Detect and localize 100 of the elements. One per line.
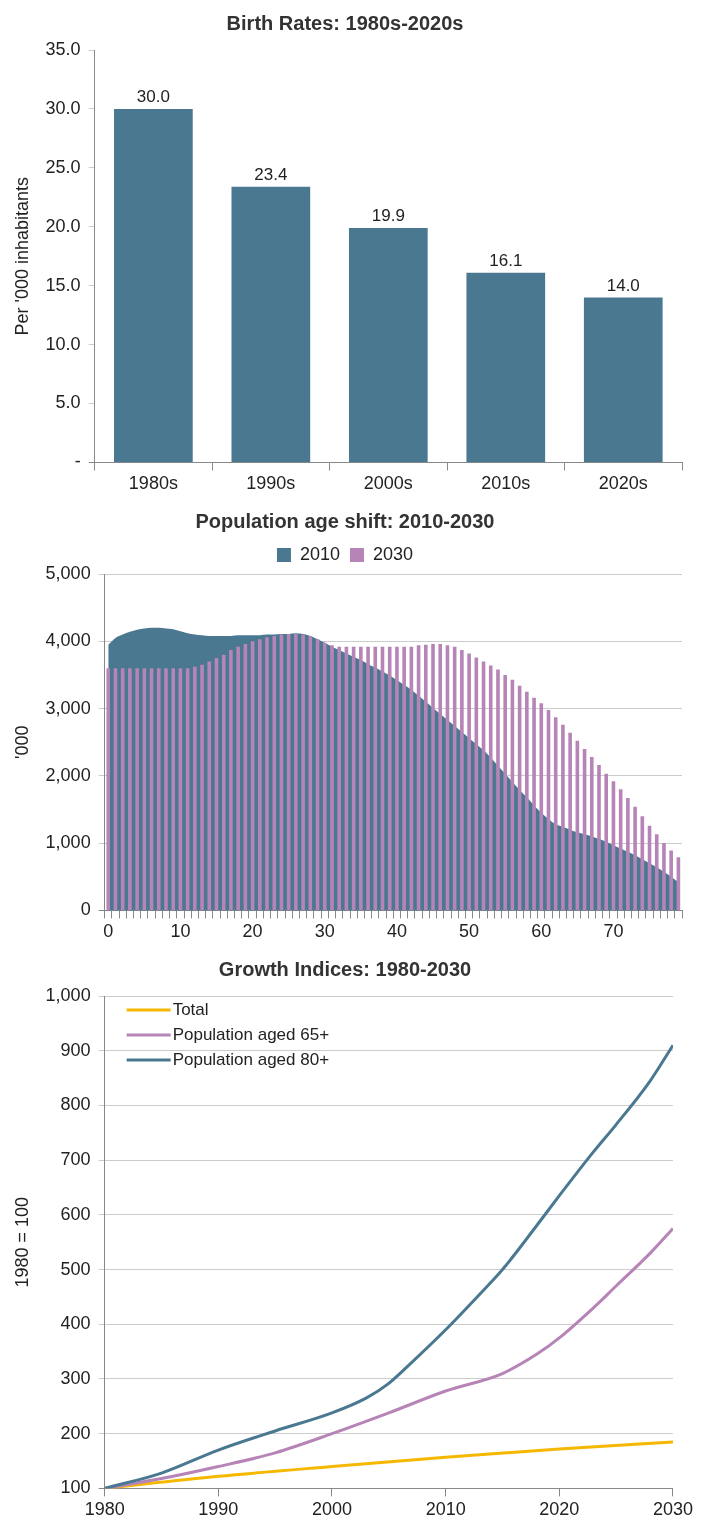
y-tick-label: 500 xyxy=(60,1258,91,1279)
bar xyxy=(171,668,176,910)
bar xyxy=(156,668,161,910)
y-tick-label: 900 xyxy=(60,1039,91,1060)
bar xyxy=(265,637,269,910)
y-tick-label: 0 xyxy=(80,899,91,920)
bar xyxy=(553,717,558,910)
y-tick-label: 200 xyxy=(60,1422,91,1443)
x-tick-label: 40 xyxy=(386,921,407,942)
bar xyxy=(359,646,363,910)
bar xyxy=(466,272,546,462)
bar xyxy=(669,850,673,910)
x-tick-label: 50 xyxy=(459,921,480,942)
y-tick-label: 5,000 xyxy=(45,562,91,583)
bar xyxy=(597,765,601,910)
bar xyxy=(330,645,334,910)
x-tick-label: 2010s xyxy=(481,473,531,494)
bar xyxy=(193,666,197,910)
bar xyxy=(272,635,277,910)
bar xyxy=(221,654,226,910)
bar xyxy=(488,665,493,910)
y-tick-label: 10.0 xyxy=(45,333,81,354)
chart-title: Birth Rates: 1980s-2020s xyxy=(226,11,464,34)
bar xyxy=(301,634,305,910)
x-tick-label: 2020 xyxy=(539,1499,580,1520)
x-tick-label: 1980s xyxy=(128,473,178,494)
bar xyxy=(539,703,544,910)
y-tick-label: 4,000 xyxy=(45,630,91,651)
y-tick-label: 2,000 xyxy=(45,764,91,785)
y-axis-title: Per '000 inhabitants xyxy=(11,176,32,336)
legend-label: Total xyxy=(172,999,209,1019)
bar xyxy=(373,646,378,910)
bar xyxy=(568,732,572,910)
bar xyxy=(366,646,370,910)
y-tick-label: 1,000 xyxy=(45,832,91,853)
y-tick-label: 800 xyxy=(60,1094,91,1115)
bar xyxy=(589,757,594,910)
y-axis-title: '000 xyxy=(11,725,32,759)
x-tick-label: 1980 xyxy=(84,1499,125,1520)
bar xyxy=(322,642,327,910)
chart-title: Growth Indices: 1980-2030 xyxy=(218,957,472,980)
bar xyxy=(258,639,262,910)
bar xyxy=(503,674,507,910)
bar xyxy=(395,646,399,910)
bar xyxy=(626,798,630,910)
x-tick-label: 2000 xyxy=(311,1499,352,1520)
x-tick-label: 20 xyxy=(242,921,263,942)
x-tick-label: 2010 xyxy=(425,1499,466,1520)
bar xyxy=(231,186,311,462)
y-tick-label: 1,000 xyxy=(45,984,91,1005)
data-label: 14.0 xyxy=(606,275,640,295)
bar xyxy=(106,668,111,910)
bar xyxy=(654,834,659,910)
x-tick-label: 70 xyxy=(603,921,624,942)
bar xyxy=(294,633,298,910)
bar xyxy=(337,646,341,910)
legend-label: 2030 xyxy=(373,543,414,564)
y-tick-label: 25.0 xyxy=(45,156,81,177)
x-tick-label: 30 xyxy=(314,921,335,942)
bar xyxy=(423,644,428,910)
x-tick-label: 2000s xyxy=(363,473,413,494)
bar xyxy=(200,664,204,910)
bar xyxy=(525,691,529,910)
bar xyxy=(114,108,193,462)
y-tick-label: 5.0 xyxy=(55,392,81,413)
bar xyxy=(604,773,609,910)
bar xyxy=(633,806,637,910)
y-tick-label: 100 xyxy=(60,1477,91,1498)
bar xyxy=(348,227,428,462)
bar xyxy=(128,668,132,910)
data-label: 23.4 xyxy=(254,164,288,184)
bar xyxy=(236,646,240,910)
x-tick-label: 2030 xyxy=(652,1499,693,1520)
bar xyxy=(402,646,406,910)
bar xyxy=(164,668,168,910)
bar xyxy=(135,668,139,910)
legend-label: 2010 xyxy=(299,543,340,564)
y-tick-label: 700 xyxy=(60,1149,91,1170)
bar xyxy=(662,843,666,910)
y-tick-label: 35.0 xyxy=(45,38,81,59)
data-label: 19.9 xyxy=(371,206,405,226)
y-tick-label: 600 xyxy=(60,1203,91,1224)
y-tick-label: 20.0 xyxy=(45,215,81,236)
bar xyxy=(460,650,464,910)
bar xyxy=(467,653,471,910)
x-tick-label: 1990s xyxy=(246,473,296,494)
bar xyxy=(496,669,500,910)
y-tick-label: 300 xyxy=(60,1367,91,1388)
bar xyxy=(438,643,443,910)
bar xyxy=(229,650,233,910)
legend-label: Population aged 80+ xyxy=(172,1049,330,1069)
bar xyxy=(387,646,392,910)
bar xyxy=(431,643,435,910)
x-tick-label: 10 xyxy=(170,921,191,942)
y-tick-label: 15.0 xyxy=(45,274,81,295)
y-tick-label: 400 xyxy=(60,1313,91,1334)
bar xyxy=(561,724,565,910)
data-label: 30.0 xyxy=(136,87,170,107)
x-tick-label: 0 xyxy=(103,921,114,942)
bar xyxy=(207,661,212,910)
